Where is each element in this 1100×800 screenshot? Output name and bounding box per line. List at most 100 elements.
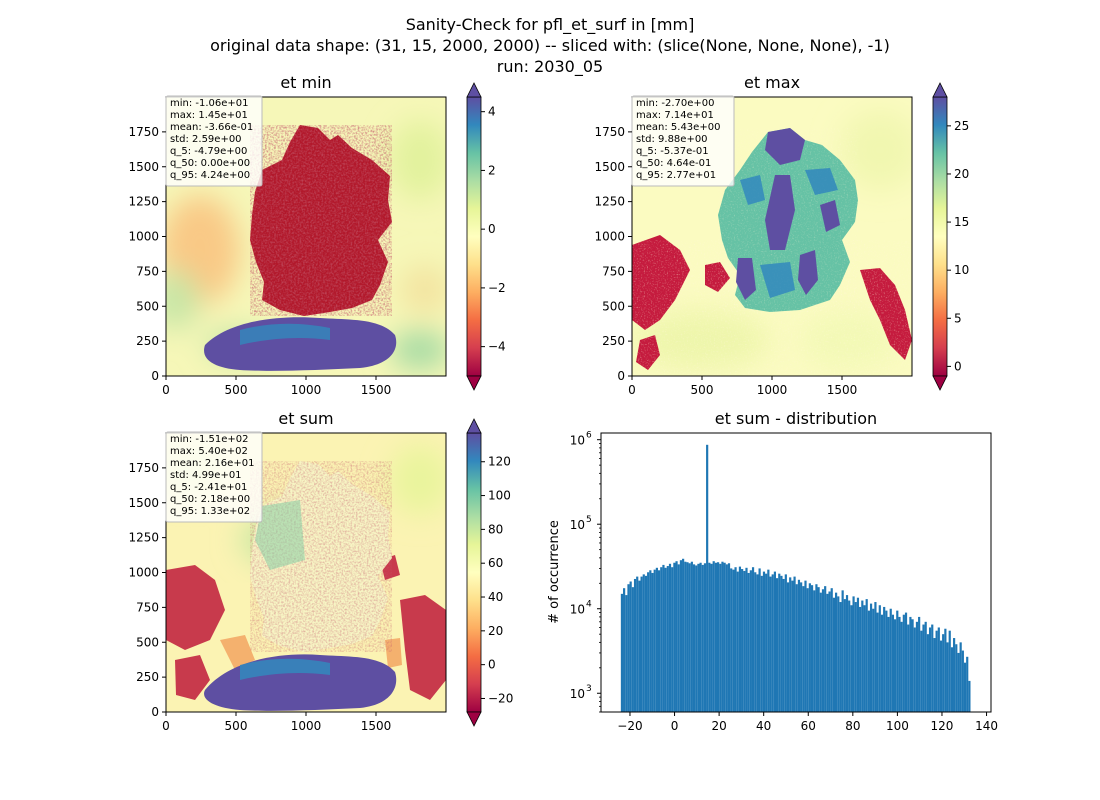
hist-bar xyxy=(896,610,899,712)
colorbar-tick-label: −2 xyxy=(488,281,506,295)
stat-line: mean: 2.16e+01 xyxy=(170,458,254,469)
y-tick-label: 1000 xyxy=(128,566,159,580)
hist-bar xyxy=(741,569,744,712)
stat-line: mean: -3.66e-01 xyxy=(170,122,253,133)
hist-bar xyxy=(692,564,696,712)
colorbar-extend-max xyxy=(466,82,482,98)
hist-bar xyxy=(883,606,886,712)
hist-bar xyxy=(802,586,805,712)
hist-bar xyxy=(625,595,628,712)
y-tick-label: 10 xyxy=(570,518,585,532)
colorbar-tick-label: 10 xyxy=(954,263,969,277)
panel-et-max-title: et max xyxy=(744,73,800,92)
stat-line: max: 7.14e+01 xyxy=(636,110,714,121)
colorbar-tick-label: 100 xyxy=(488,489,511,503)
x-tick-label: 1500 xyxy=(827,383,858,397)
x-tick-label: 140 xyxy=(975,719,998,733)
hist-bar xyxy=(749,570,752,712)
hist-bar xyxy=(688,563,691,712)
hist-bar xyxy=(869,603,873,712)
hist-bar xyxy=(928,627,932,712)
hist-bar xyxy=(754,572,757,712)
hist-bar xyxy=(795,584,798,712)
hist-bar xyxy=(620,593,624,712)
hist-bar xyxy=(710,563,713,712)
stat-line: std: 4.99e+01 xyxy=(170,470,242,481)
figure-title-line-2: original data shape: (31, 15, 2000, 2000… xyxy=(210,36,890,55)
hist-bar xyxy=(806,588,809,712)
colorbar-tick-label: 20 xyxy=(954,167,969,181)
hist-bar xyxy=(671,567,674,712)
hist-bar xyxy=(642,574,645,712)
colorbar-tick-label: 15 xyxy=(954,215,969,229)
y-tick-exponent: 6 xyxy=(586,431,592,441)
hist-y-label: # of occurrence xyxy=(547,520,562,624)
stats-box-et-sum: min: -1.51e+02 max: 5.40e+02 mean: 2.16e… xyxy=(165,431,263,523)
hist-bar xyxy=(677,564,680,712)
hist-bar xyxy=(675,561,678,712)
hist-bar xyxy=(824,586,827,712)
x-tick-label: 1000 xyxy=(291,719,322,733)
y-tick-label: 500 xyxy=(136,635,159,649)
y-tick-label: 1500 xyxy=(128,496,159,510)
hist-bar xyxy=(911,619,914,712)
hist-bar xyxy=(918,616,921,712)
hist-bar xyxy=(775,578,779,712)
hist-bar xyxy=(716,562,720,712)
heatmap-et-max xyxy=(632,97,912,376)
x-tick-label: 500 xyxy=(225,719,248,733)
panel-hist-title: et sum - distribution xyxy=(715,409,877,428)
hist-bar xyxy=(782,578,785,712)
hist-bar xyxy=(885,610,888,712)
hist-bar xyxy=(784,574,787,712)
hist-bar xyxy=(679,560,683,712)
hist-bar xyxy=(797,579,801,712)
colorbar-extend-min xyxy=(466,711,482,727)
hist-bar xyxy=(662,564,665,712)
hist-bar xyxy=(800,582,803,712)
hist-bar xyxy=(762,571,766,712)
colorbar-gradient xyxy=(466,96,482,377)
hist-bar xyxy=(937,627,940,712)
stats-box-et-max: min: -2.70e+00 max: 7.14e+01 mean: 5.43e… xyxy=(631,95,735,187)
y-tick-label: 10 xyxy=(570,603,585,617)
colorbar-gradient xyxy=(466,432,482,713)
colorbar-et-min: −4 −2 0 2 4 xyxy=(466,82,506,391)
hist-bar xyxy=(913,627,916,712)
x-tick-label: 80 xyxy=(845,719,860,733)
x-tick-label: 500 xyxy=(691,383,714,397)
colorbar-tick-label: 0 xyxy=(954,359,962,373)
hist-bar xyxy=(727,563,731,712)
y-tick-label: 1500 xyxy=(128,160,159,174)
colorbar-tick-label: 0 xyxy=(488,222,496,236)
hist-bar xyxy=(894,619,897,712)
colorbar-extend-min xyxy=(466,375,482,391)
y-tick-label: 500 xyxy=(136,299,159,313)
hist-bar xyxy=(939,640,943,712)
x-tick-label: 500 xyxy=(225,383,248,397)
hist-x-axis: −20 0 20 40 60 80 100 120 140 xyxy=(617,712,998,733)
hist-bar xyxy=(751,567,755,712)
y-tick-label: 750 xyxy=(136,600,159,614)
hist-bar xyxy=(813,590,816,712)
hist-bar xyxy=(640,576,643,712)
y-tick-label: 0 xyxy=(617,369,625,383)
hist-bar xyxy=(697,563,700,712)
hist-bar xyxy=(948,630,951,712)
hist-bar xyxy=(649,570,652,712)
hist-bar xyxy=(633,578,637,712)
hist-bar xyxy=(889,608,892,712)
stat-line: max: 5.40e+02 xyxy=(170,446,248,457)
y-tick-label: 1250 xyxy=(128,195,159,209)
stat-line: min: -1.51e+02 xyxy=(170,434,249,445)
hist-bar xyxy=(745,567,748,712)
y-tick-label: 750 xyxy=(602,264,625,278)
hist-bar xyxy=(758,568,761,712)
hist-bar xyxy=(664,567,667,712)
hist-bar xyxy=(968,680,971,712)
colorbar-tick-label: 80 xyxy=(488,522,503,536)
stat-line: q_5: -5.37e-01 xyxy=(636,146,709,157)
hist-bar xyxy=(778,573,781,712)
x-tick-label: 0 xyxy=(162,383,170,397)
x-tick-label: 100 xyxy=(886,719,909,733)
